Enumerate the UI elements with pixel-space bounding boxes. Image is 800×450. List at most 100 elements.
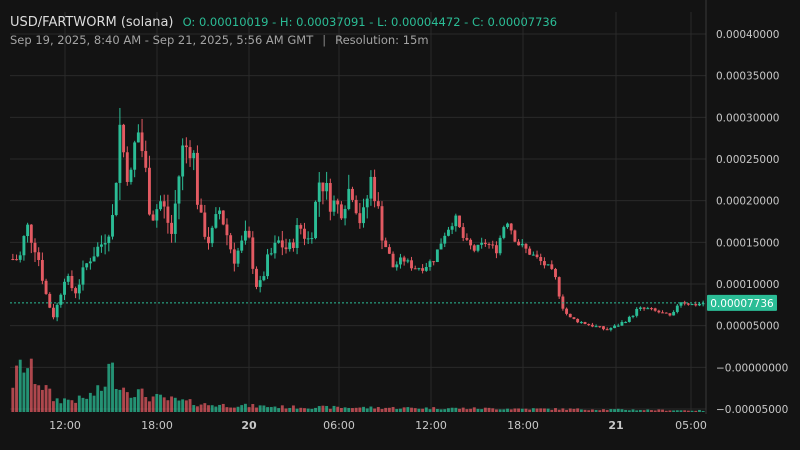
candle-body [509,223,513,231]
x-tick-label: 20 [241,419,257,432]
volume-bar [351,408,354,412]
volume-bar [77,395,81,412]
candle-body [317,182,321,202]
volume-bar [99,390,103,412]
volume-bar [343,407,347,412]
candle-body [572,317,576,319]
volume-bar [269,406,273,412]
volume-bar [561,408,565,412]
candle-body [77,284,81,294]
volume-bar [277,408,281,412]
volume-bar [48,388,52,412]
y-tick-label: 0.00030000 [716,112,779,124]
candle-body [55,304,59,318]
candle-body [701,303,705,305]
candle-body [417,268,421,270]
candle-body [144,151,148,168]
x-tick-label: 21 [608,419,623,432]
candle-body [664,312,668,314]
volume-bar [243,403,247,412]
volume-bar [384,407,388,412]
volume-bar [188,399,192,412]
volume-bar [218,404,222,412]
candle-body [22,236,26,256]
candle-body [395,264,399,268]
candle-body [181,145,185,177]
candle-body [613,325,617,329]
volume-bar [387,407,391,412]
candle-body [48,293,52,308]
candle-body [291,242,295,248]
volume-bar [203,403,207,412]
candle-body [122,124,126,153]
volume-bar [675,410,679,412]
volume-bar [631,409,635,412]
volume-bar [22,372,26,412]
volume-bar [88,392,92,412]
candle-body [151,214,155,221]
candle-body [638,307,642,309]
volume-bar [594,410,598,412]
volume-bar [391,406,395,412]
volume-bar [513,408,517,412]
candle-body [483,242,487,244]
candle-body [568,313,572,318]
pair-title: USD/FARTWORM (solana) [10,15,174,30]
candle-body [424,267,428,271]
candle-body [11,259,15,260]
candle-body [288,242,292,250]
volume-bar [646,409,650,412]
candle-body [469,239,473,246]
volume-bar [280,405,284,412]
candle-body [557,277,561,297]
volume-bar [15,365,18,412]
volume-bar [587,410,591,412]
candle-body [225,224,229,236]
candle-body [646,308,650,310]
volume-bar [686,410,690,412]
candle-body [472,245,476,251]
candle-body [347,188,351,210]
x-tick-label: 12:00 [49,419,81,432]
y-tick-label: 0.00020000 [716,196,779,208]
volume-bar [262,405,266,412]
candle-body [63,281,66,295]
volume-bar [170,396,174,412]
candle-body [524,243,528,249]
volume-bar [469,408,473,412]
grid-lines [10,12,706,412]
volume-bar [299,407,303,412]
candle-body [450,226,454,230]
volume-bar [184,400,188,412]
x-tick-label: 12:00 [415,419,447,432]
volume-bar [122,387,126,412]
volume-bar [44,385,48,412]
candle-body [550,264,554,269]
candle-body [221,210,225,225]
candle-body [686,303,690,305]
volume-bar [232,407,236,412]
candle-body [236,250,240,264]
candle-body [214,214,218,228]
candle-body [506,223,509,228]
volume-bar [136,389,140,412]
separator: | [322,33,327,47]
volume-bar [92,395,96,412]
volume-bar [480,409,484,412]
volume-bar [328,408,332,412]
volume-bar [55,398,59,412]
candle-body [683,302,687,304]
ohlc-readout: O: 0.00010019 - H: 0.00037091 - L: 0.000… [182,15,558,29]
volume-bar [579,409,583,412]
volume-bar [373,408,377,412]
volume-bar [210,405,214,412]
candle-body [184,145,188,148]
volume-bar [303,408,306,412]
volume-bar [362,406,365,412]
volume-bar [432,407,436,412]
volume-bar [657,409,661,412]
candle-body [369,176,373,199]
y-tick-label: −0.00000000 [716,362,788,374]
volume-bar [642,410,646,412]
